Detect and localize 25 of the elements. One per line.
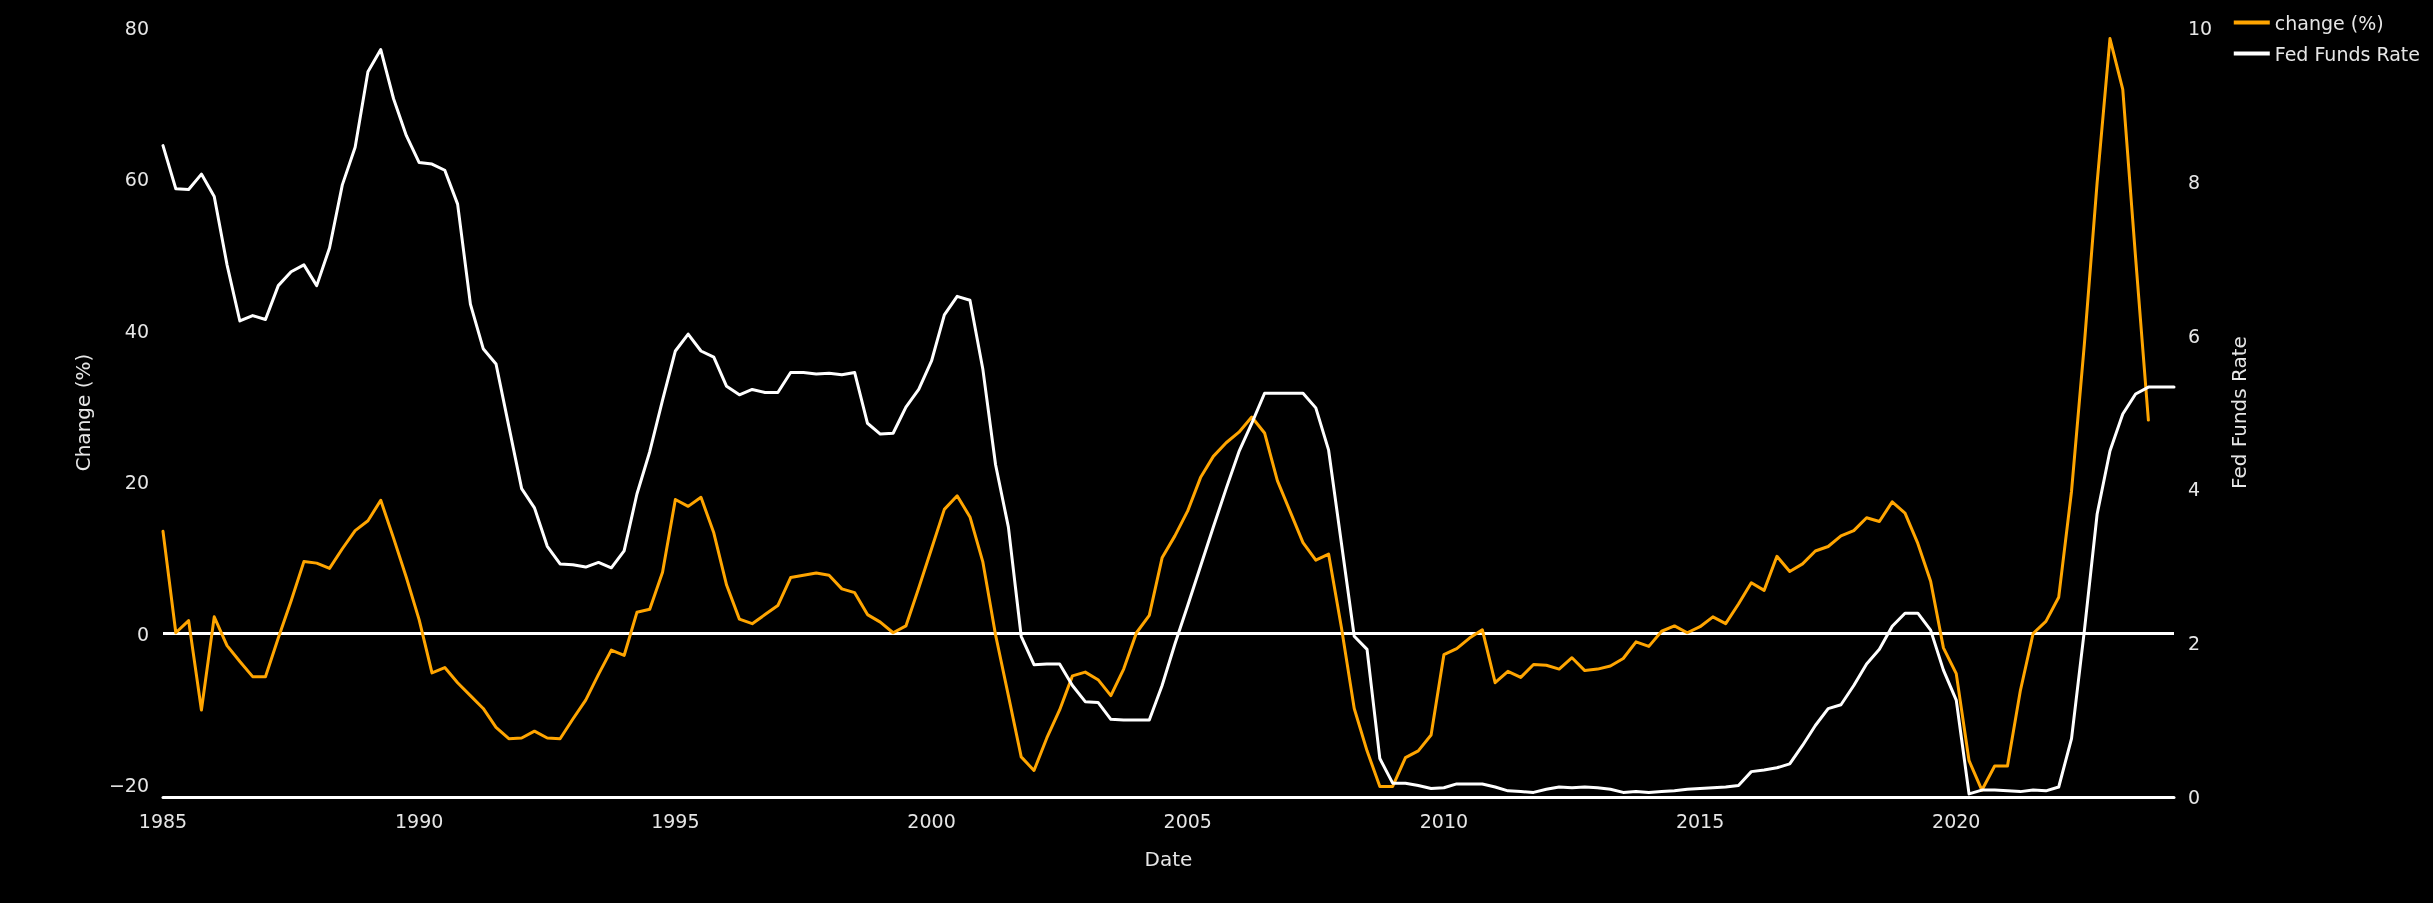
legend-label: change (%) (2274, 11, 2384, 34)
x-tick-label: 2005 (1163, 809, 1212, 832)
y2-tick-label: 0 (2188, 786, 2201, 808)
y-tick-label: 80 (124, 17, 149, 39)
x-axis-title: Date (1144, 847, 1193, 871)
y-tick-label: 40 (124, 319, 149, 342)
x-tick-label: 2020 (1932, 809, 1981, 832)
y-tick-label: 20 (124, 471, 149, 494)
x-tick-label: 2000 (907, 809, 956, 832)
y2-tick-label: 10 (2188, 17, 2213, 39)
y-tick-label: 60 (124, 168, 149, 191)
x-tick-label: 2015 (1675, 809, 1725, 832)
y-axis-title: Change (%) (71, 353, 95, 472)
y2-tick-label: 6 (2188, 324, 2201, 347)
x-tick-label: 1985 (138, 809, 188, 832)
x-tick-label: 1995 (651, 809, 700, 832)
y2-tick-label: 4 (2188, 478, 2201, 501)
y-tick-label: 0 (136, 622, 149, 645)
y2-tick-label: 8 (2188, 170, 2201, 193)
y2-axis-title: Fed Funds Rate (2227, 336, 2251, 489)
y-tick-label: −20 (108, 773, 149, 796)
legend-label: Fed Funds Rate (2274, 42, 2420, 65)
x-tick-label: 1990 (395, 809, 444, 832)
x-tick-label: 2010 (1419, 809, 1469, 832)
y2-tick-label: 2 (2188, 632, 2201, 655)
